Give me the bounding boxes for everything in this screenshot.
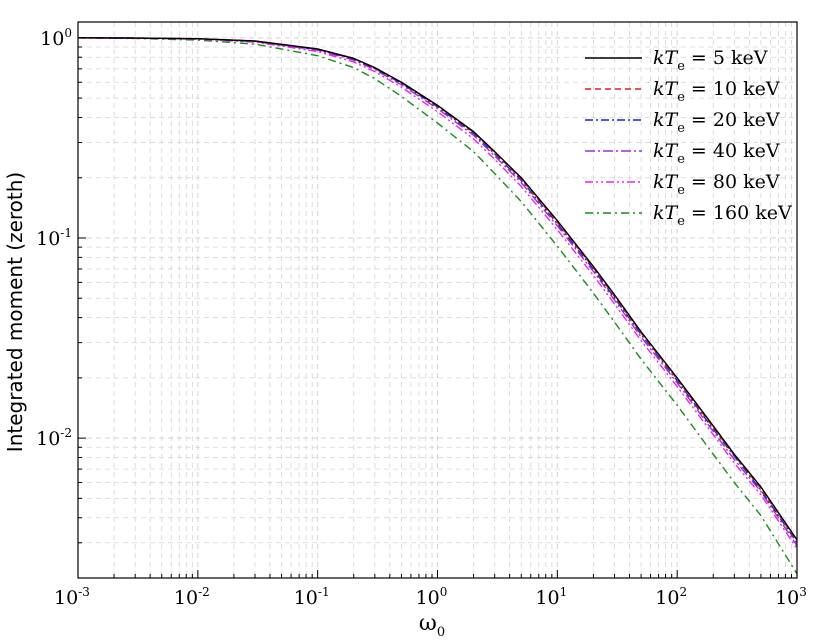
x-axis-title-main: ω — [419, 611, 437, 636]
ticks — [77, 37, 798, 579]
x-tick-base: 10 — [655, 587, 679, 609]
legend-label-sub: e — [677, 152, 685, 167]
x-tick-label: 103 — [775, 585, 807, 609]
series-line-0 — [77, 37, 798, 541]
legend-label-prefix: kT — [653, 78, 679, 100]
x-tick-base: 10 — [416, 587, 440, 609]
x-tick-label: 10-2 — [174, 585, 210, 609]
y-tick-label: 10-1 — [36, 226, 72, 250]
x-tick-label: 10-1 — [294, 585, 330, 609]
legend-label-suffix: = 40 keV — [685, 140, 780, 162]
x-tick-exponent: 3 — [799, 585, 807, 599]
x-axis-title-sub: 0 — [437, 625, 445, 640]
x-tick-exponent: -1 — [318, 585, 330, 599]
legend-label-2: kTe = 20 keV — [653, 109, 780, 136]
x-tick-base: 10 — [775, 587, 799, 609]
x-tick-exponent: 1 — [560, 585, 568, 599]
grid — [77, 22, 798, 579]
legend-label-3: kTe = 40 keV — [653, 140, 780, 167]
x-tick-base: 10 — [535, 587, 559, 609]
legend-label-sub: e — [677, 59, 685, 74]
y-tick-label: 100 — [40, 26, 72, 50]
y-tick-exponent: -1 — [60, 226, 72, 240]
legend-label-5: kTe = 160 keV — [653, 202, 792, 229]
x-axis-title: ω0 — [419, 611, 445, 640]
legend-label-sub: e — [677, 90, 685, 105]
x-tick-base: 10 — [54, 587, 78, 609]
legend-label-prefix: kT — [653, 47, 679, 69]
x-tick-exponent: 2 — [679, 585, 687, 599]
legend-label-suffix: = 80 keV — [685, 171, 780, 193]
y-tick-base: 10 — [40, 28, 64, 50]
legend-label-4: kTe = 80 keV — [653, 171, 780, 198]
x-tick-base: 10 — [294, 587, 318, 609]
y-tick-label: 10-2 — [36, 426, 72, 450]
x-tick-exponent: -3 — [78, 585, 90, 599]
x-tick-base: 10 — [174, 587, 198, 609]
legend-label-prefix: kT — [653, 109, 679, 131]
series-line-4 — [77, 37, 798, 550]
legend-label-0: kTe = 5 keV — [653, 47, 768, 74]
legend-label-prefix: kT — [653, 140, 679, 162]
legend-label-sub: e — [677, 183, 685, 198]
legend-label-suffix: = 10 keV — [685, 78, 780, 100]
y-tick-base: 10 — [36, 428, 60, 450]
legend-label-prefix: kT — [653, 171, 679, 193]
y-tick-base: 10 — [36, 228, 60, 250]
legend-label-prefix: kT — [653, 202, 679, 224]
y-axis-title: Integrated moment (zeroth) — [3, 172, 27, 452]
series-line-5 — [77, 37, 798, 575]
x-tick-label: 102 — [655, 585, 687, 609]
x-tick-label: 100 — [416, 585, 448, 609]
y-tick-exponent: 0 — [64, 26, 72, 40]
series-group — [77, 37, 798, 575]
y-tick-exponent: -2 — [60, 426, 72, 440]
legend-label-sub: e — [677, 214, 685, 229]
x-tick-label: 101 — [535, 585, 567, 609]
legend-label-suffix: = 20 keV — [685, 109, 780, 131]
x-tick-exponent: 0 — [440, 585, 448, 599]
x-tick-labels: 10-3 10-2 10-1 100 101 102 103 — [54, 585, 807, 609]
legend-label-suffix: = 160 keV — [685, 202, 792, 224]
legend-label-sub: e — [677, 121, 685, 136]
legend-label-suffix: = 5 keV — [685, 47, 768, 69]
x-tick-label: 10-3 — [54, 585, 90, 609]
x-tick-exponent: -2 — [198, 585, 210, 599]
legend-label-1: kTe = 10 keV — [653, 78, 780, 105]
